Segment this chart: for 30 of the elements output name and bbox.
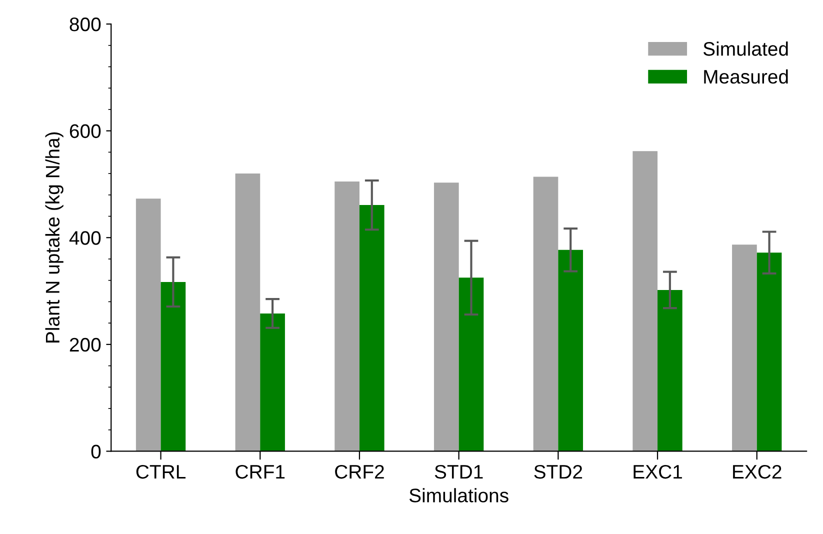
x-tick-label: CTRL bbox=[136, 464, 186, 479]
x-tick-label: EXC1 bbox=[634, 464, 682, 479]
legend-label: Measured bbox=[704, 69, 788, 84]
bar bbox=[632, 151, 658, 452]
y-tick-label: 0 bbox=[91, 444, 101, 458]
bar bbox=[136, 198, 161, 452]
y-tick-label: 400 bbox=[69, 231, 101, 245]
bar bbox=[334, 182, 360, 452]
bar bbox=[533, 176, 558, 452]
y-tick-label: 800 bbox=[70, 18, 101, 32]
bar bbox=[235, 174, 260, 452]
bar bbox=[160, 282, 186, 452]
bar bbox=[732, 244, 757, 452]
x-tick-label: EXC2 bbox=[733, 464, 782, 479]
bar bbox=[359, 205, 384, 452]
x-tick-label: CRF2 bbox=[335, 464, 384, 479]
y-tick-label: 200 bbox=[70, 338, 101, 352]
y-tick-label: 600 bbox=[70, 124, 101, 138]
bar bbox=[260, 313, 285, 452]
bar bbox=[458, 278, 484, 452]
bar bbox=[434, 182, 459, 452]
bar bbox=[658, 290, 682, 452]
x-tick-label: STD2 bbox=[534, 464, 582, 479]
legend-label: Simulated bbox=[703, 42, 788, 56]
x-tick-label: STD1 bbox=[434, 464, 483, 479]
x-axis-title: Simulations bbox=[409, 488, 508, 502]
y-axis-title: Plant N uptake (kg N/ha) bbox=[45, 132, 64, 342]
bar bbox=[558, 250, 584, 452]
x-tick-label: CRF1 bbox=[236, 464, 285, 479]
bar bbox=[756, 252, 782, 452]
